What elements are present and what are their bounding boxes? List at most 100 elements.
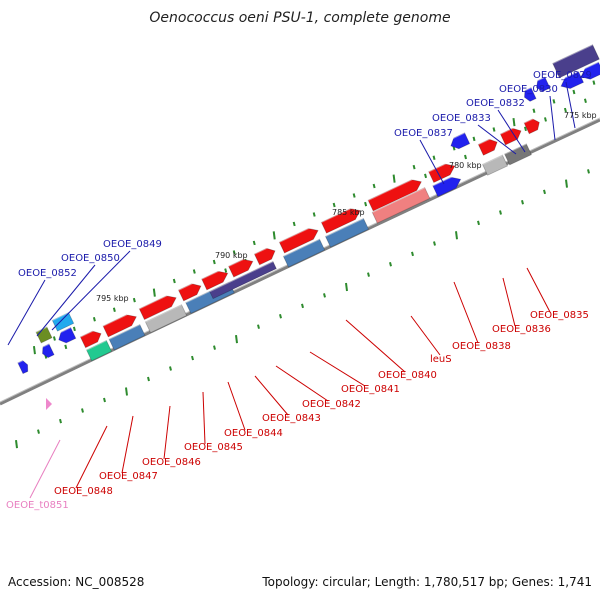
gene-red-6-shape: [253, 247, 276, 266]
gene-label-oeoe-0833[interactable]: OEOE_0833: [432, 113, 491, 124]
leader-line-20: [75, 425, 108, 489]
gene-label-oeoe-0846[interactable]: OEOE_0846: [142, 457, 201, 468]
scale-label-795: 795 kbp: [96, 294, 129, 303]
gene-label-oeoe-0848[interactable]: OEOE_0848: [54, 486, 113, 497]
leader-line-8: [526, 267, 551, 313]
gene-blue-0837-highlight: [447, 132, 465, 142]
gene-label-oeoe-0845[interactable]: OEOE_0845: [184, 442, 243, 453]
scale-tick: [103, 397, 106, 403]
scale-tick: [224, 268, 228, 273]
scale-tick: [252, 240, 256, 246]
gene-red-7-highlight: [279, 224, 316, 243]
scale-tick: [372, 183, 376, 189]
scale-tick: [512, 117, 516, 127]
gene-label-leus[interactable]: leuS: [430, 354, 452, 365]
scale-tick: [499, 210, 502, 215]
gene-label-oeoe-0829[interactable]: OEOE_0829: [533, 70, 592, 81]
leader-line-10: [453, 281, 479, 344]
scale-tick: [392, 174, 396, 183]
gene-blue-0830b-shape: [580, 61, 600, 80]
gene-navy-0: [209, 260, 277, 300]
scale-tick: [345, 282, 348, 292]
gene-label-oeoe-t0851[interactable]: OEOE_t0851: [6, 500, 69, 511]
scale-tick: [301, 303, 304, 309]
scale-label-790: 790 kbp: [215, 251, 248, 260]
gene-red-3-shape: [177, 283, 202, 302]
scale-tick: [191, 355, 194, 361]
gene-red-5: [228, 255, 254, 278]
gene-red-5-shape: [228, 258, 254, 278]
gene-label-oeoe-0844[interactable]: OEOE_0844: [224, 428, 283, 439]
gene-grey-2-highlight: [504, 143, 527, 155]
gene-red-11-shape: [477, 138, 498, 156]
scale-tick: [452, 146, 456, 151]
gene-label-oeoe-0832[interactable]: OEOE_0832: [466, 98, 525, 109]
gene-red-8-highlight: [321, 204, 358, 223]
gene-label-oeoe-0852[interactable]: OEOE_0852: [18, 268, 77, 279]
gene-navy-0-highlight: [209, 260, 274, 293]
gene-red-7: [278, 224, 319, 254]
gene-label-oeoe-0847[interactable]: OEOE_0847: [99, 471, 158, 482]
gene-steel-0-highlight: [108, 323, 141, 340]
gene-label-oeoe-0838[interactable]: OEOE_0838: [452, 341, 511, 352]
gene-label-oeoe-0836[interactable]: OEOE_0836: [492, 324, 551, 335]
gene-red-10-highlight: [428, 159, 453, 173]
gene-red-13-shape: [523, 118, 540, 135]
scale-tick: [312, 212, 316, 217]
scale-tick: [563, 107, 567, 113]
scale-tick: [472, 136, 476, 142]
scale-tick: [212, 259, 216, 265]
leader-line-6: [36, 264, 96, 337]
gene-blue-0-highlight: [432, 173, 459, 187]
scale-tick: [411, 251, 414, 257]
leader-line-1: [549, 95, 556, 141]
gene-label-oeoe-0835[interactable]: OEOE_0835: [530, 310, 589, 321]
scale-tick: [432, 155, 436, 160]
gene-trna-t0851: [46, 398, 52, 410]
gene-label-oeoe-0837[interactable]: OEOE_0837: [394, 128, 453, 139]
gene-red-7-shape: [278, 228, 319, 254]
gene-red-2-highlight: [138, 291, 174, 310]
gene-blue-0832-highlight: [533, 76, 546, 83]
map-title: Oenococcus oeni PSU-1, complete genome: [149, 10, 451, 26]
scale-tick: [455, 231, 458, 240]
gene-navy-0-shape: [209, 260, 277, 300]
scale-tick: [532, 108, 536, 113]
leader-line-5: [51, 250, 131, 331]
leader-line-9: [502, 277, 516, 327]
gene-label-oeoe-0840[interactable]: OEOE_0840: [378, 370, 437, 381]
genome-summary-text: Topology: circular; Length: 1,780,517 bp…: [262, 575, 592, 589]
gene-red-11: [477, 136, 498, 156]
leader-line-16: [227, 381, 246, 431]
gene-label-oeoe-0849[interactable]: OEOE_0849: [103, 239, 162, 250]
scale-tick: [583, 98, 587, 103]
scale-tick: [367, 272, 370, 277]
scale-tick: [92, 317, 96, 322]
scale-tick: [213, 345, 216, 350]
scale-tick: [232, 250, 236, 255]
gene-red-2-shape: [138, 295, 177, 321]
gene-blue-0: [432, 173, 462, 198]
scale-tick: [272, 231, 276, 240]
gene-label-oeoe-0841[interactable]: OEOE_0841: [341, 384, 400, 395]
scale-tick: [147, 376, 150, 382]
gene-blue-0837: [447, 132, 471, 150]
scale-tick: [464, 154, 467, 160]
gene-red-12-highlight: [500, 124, 519, 135]
gene-navy-0829-shape: [552, 44, 600, 79]
leader-line-12: [345, 319, 406, 373]
gene-label-oeoe-0843[interactable]: OEOE_0843: [262, 413, 321, 424]
gene-label-oeoe-0850[interactable]: OEOE_0850: [61, 253, 120, 264]
gene-blue-0830-highlight: [558, 70, 579, 82]
gene-label-oeoe-0842[interactable]: OEOE_0842: [302, 399, 361, 410]
scale-tick: [52, 336, 56, 341]
leader-line-0: [565, 81, 576, 129]
gene-label-oeoe-0830[interactable]: OEOE_0830: [499, 84, 558, 95]
scale-tick: [59, 418, 62, 424]
gene-red-0-shape: [79, 330, 102, 349]
scale-tick: [424, 173, 428, 179]
gene-grey-1-highlight: [482, 154, 503, 166]
gene-blue-0833: [521, 86, 537, 102]
gene-blue-0830b-highlight: [578, 61, 599, 73]
